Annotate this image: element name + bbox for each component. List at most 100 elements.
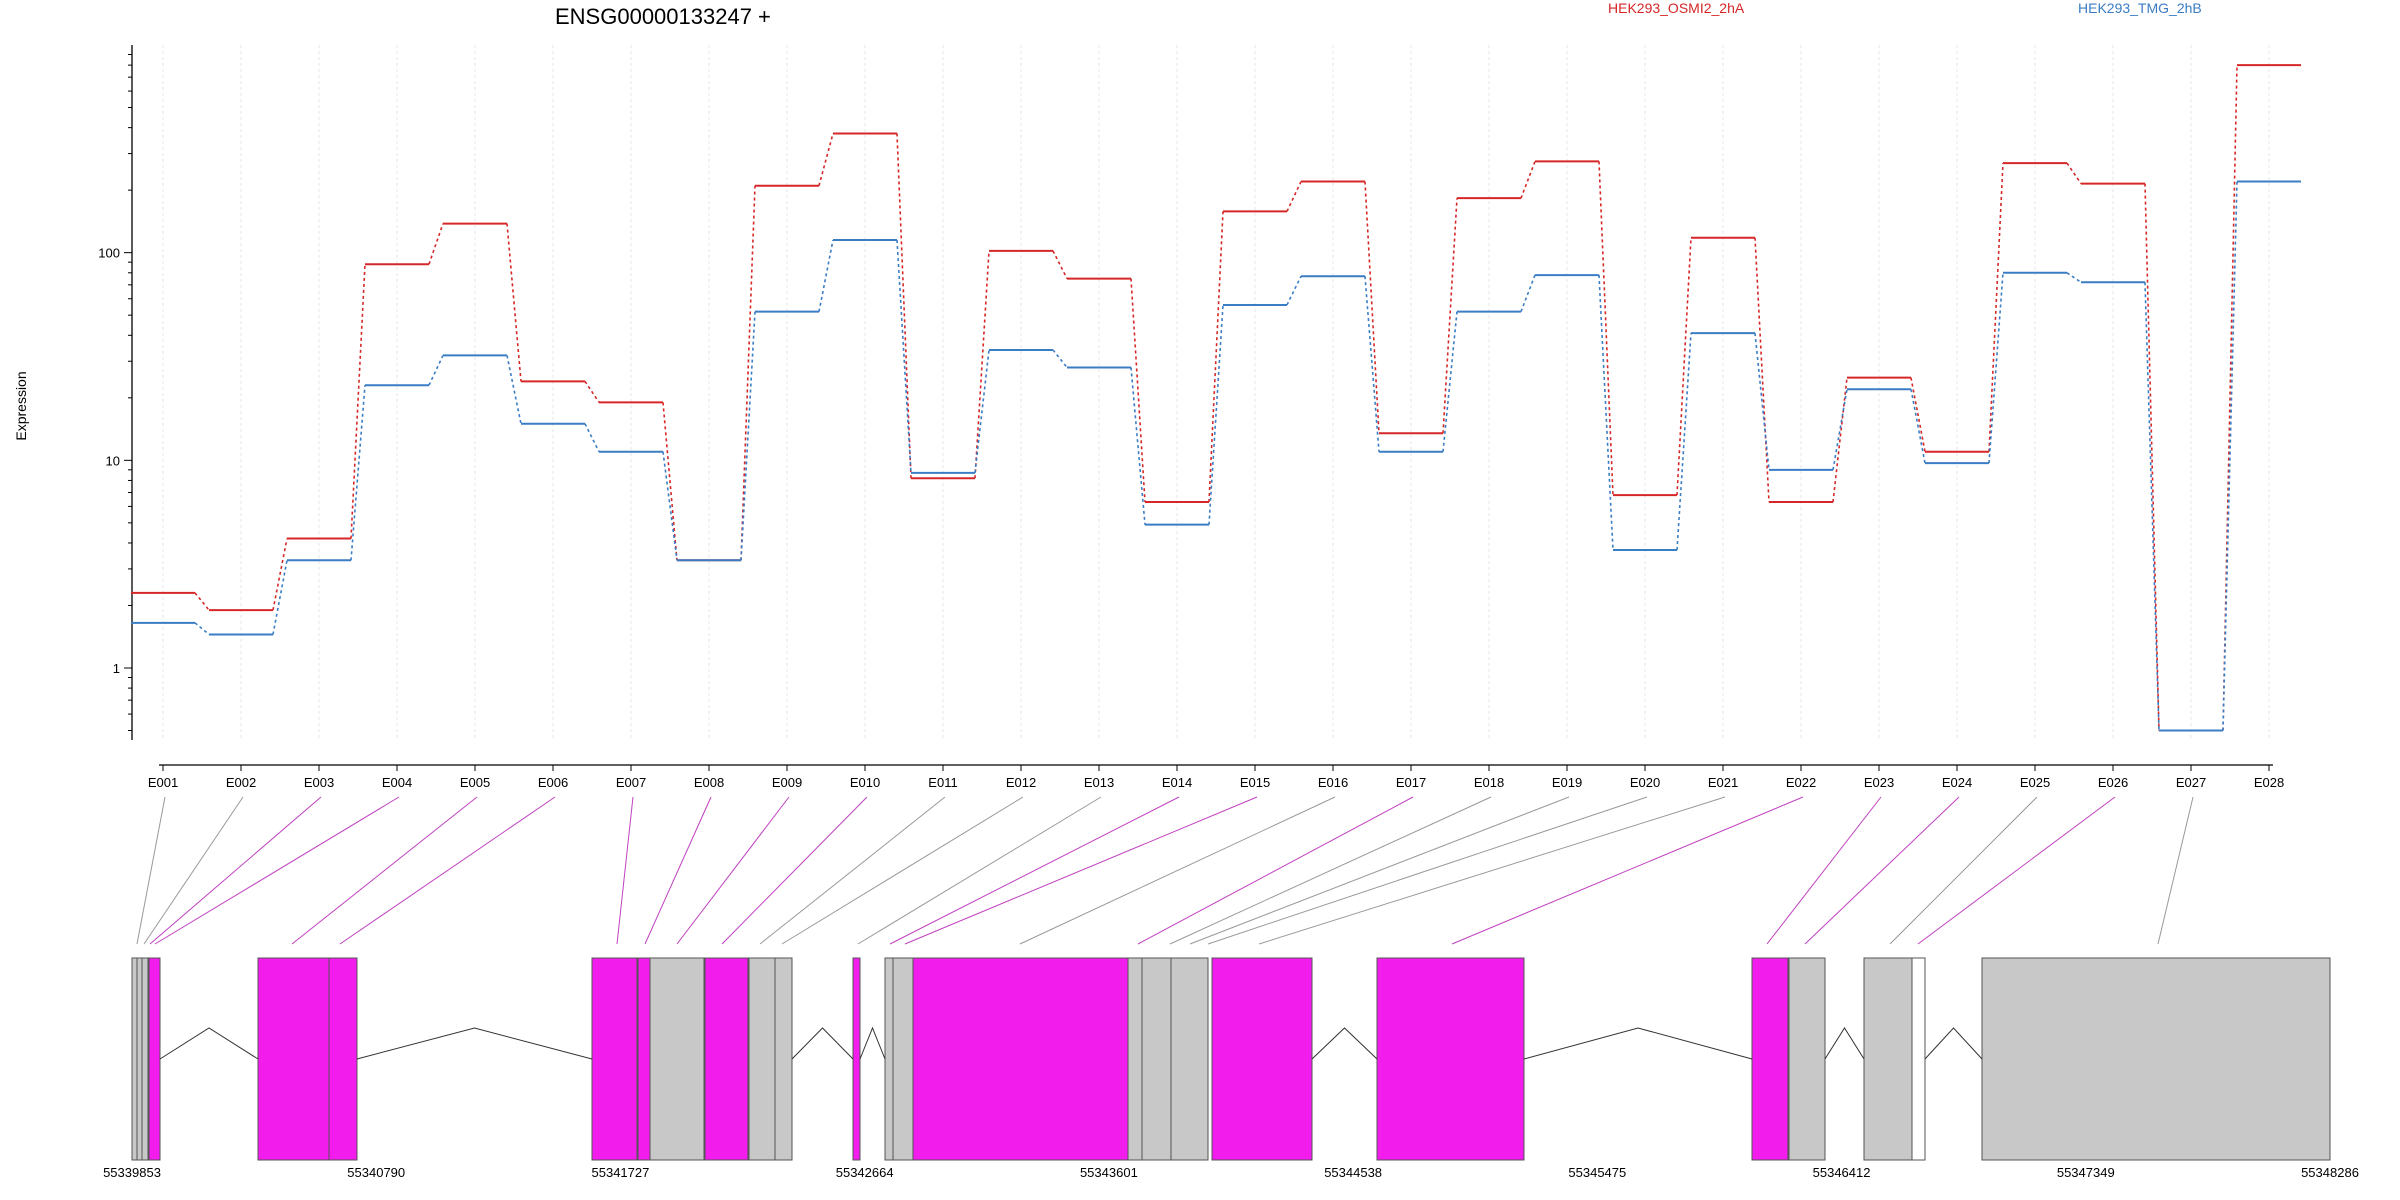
exon-block — [1211, 957, 1313, 1161]
x-tick-label-e017: E017 — [1396, 775, 1426, 790]
series-connector — [818, 239, 834, 312]
exon-connector-line — [1889, 796, 2038, 945]
x-tick-label-e006: E006 — [538, 775, 568, 790]
x-tick-label-e008: E008 — [694, 775, 724, 790]
x-tick-label-e023: E023 — [1864, 775, 1894, 790]
exon-connectors — [136, 796, 2194, 945]
x-tick-label-e001: E001 — [148, 775, 178, 790]
series-connector — [1052, 250, 1068, 279]
x-tick-label-e020: E020 — [1630, 775, 1660, 790]
exon-connector-line — [1766, 796, 1882, 945]
exon-connector-line — [2157, 796, 2194, 945]
coordinate-label: 55343601 — [1080, 1165, 1138, 1180]
exon-connector-line — [1169, 796, 1492, 945]
intron-line — [1523, 1027, 1753, 1060]
x-tick-label-e011: E011 — [928, 775, 957, 790]
series-connector — [2222, 181, 2238, 731]
x-tick-label-e014: E014 — [1162, 775, 1192, 790]
series-connector — [2222, 65, 2238, 731]
y-tick-label: 100 — [98, 246, 120, 261]
exon-connector-line — [291, 796, 478, 945]
exon-block — [892, 957, 914, 1161]
coordinate-label: 55341727 — [592, 1165, 650, 1180]
series-osmi2 — [131, 64, 2301, 732]
series-connector — [1442, 311, 1458, 452]
series-connector — [1988, 272, 2004, 464]
x-tick-label-e013: E013 — [1084, 775, 1114, 790]
exon-connector-line — [644, 796, 712, 945]
exon-block — [328, 957, 358, 1161]
series-connector — [272, 538, 288, 611]
x-tick-label-e012: E012 — [1006, 775, 1036, 790]
x-tick-label-e025: E025 — [2020, 775, 2050, 790]
coordinate-label: 55339853 — [103, 1165, 161, 1180]
chart-title: ENSG00000133247 + — [555, 4, 771, 29]
y-axis: 1 10 100 — [98, 45, 133, 740]
x-tick-label-e021: E021 — [1708, 775, 1738, 790]
exon-block — [1170, 957, 1209, 1161]
series-connector — [2144, 183, 2160, 731]
x-gridlines — [162, 45, 2270, 740]
intron-line — [159, 1027, 259, 1060]
x-tick-label-e005: E005 — [460, 775, 490, 790]
gene-model — [131, 957, 2331, 1161]
x-tick-label-e010: E010 — [850, 775, 880, 790]
exon-connector-line — [1804, 796, 1960, 945]
series-connector — [1520, 274, 1536, 312]
coordinate-label: 55340790 — [347, 1165, 405, 1180]
intron-line — [356, 1027, 593, 1060]
x-tick-label-e015: E015 — [1240, 775, 1270, 790]
series-connector — [1052, 349, 1068, 368]
series-connector — [1598, 161, 1614, 496]
x-tick-label-e024: E024 — [1942, 775, 1972, 790]
series-connector — [1832, 389, 1848, 470]
series-connector — [428, 355, 444, 386]
series-connector — [2066, 162, 2082, 185]
series-connector — [740, 311, 756, 561]
x-tick-label-e027: E027 — [2176, 775, 2206, 790]
y-tick-label: 10 — [106, 453, 120, 468]
exon-block — [1788, 957, 1826, 1161]
series-connector — [194, 622, 210, 636]
series-connector — [974, 349, 990, 473]
exon-connector-line — [1137, 796, 1414, 945]
exon-connector-line — [781, 796, 1024, 945]
exon-connector-line — [136, 796, 166, 945]
series-connector — [1208, 211, 1224, 503]
x-tick-label-e018: E018 — [1474, 775, 1504, 790]
exon-block — [1751, 957, 1789, 1161]
series-connector — [584, 423, 600, 453]
exon-connector-line — [1189, 796, 1570, 945]
exon-block — [1141, 957, 1172, 1161]
exon-connector-line — [1451, 796, 1804, 945]
series-connector — [740, 185, 756, 561]
series-connector — [584, 380, 600, 403]
series-connector — [662, 451, 678, 561]
coordinate-label: 55344538 — [1324, 1165, 1382, 1180]
series-connector — [1910, 389, 1926, 464]
exon-connector-line — [143, 796, 244, 945]
coordinate-label: 55345475 — [1568, 1165, 1626, 1180]
exon-block — [912, 957, 1129, 1161]
series-connector — [428, 223, 444, 265]
x-tick-label-e002: E002 — [226, 775, 256, 790]
exon-connector-line — [616, 796, 634, 945]
series-connector — [1364, 181, 1380, 434]
series-connector — [506, 223, 522, 382]
exon-block — [637, 957, 651, 1161]
exon-block — [884, 957, 894, 1161]
x-tick-label-e007: E007 — [616, 775, 646, 790]
exon-block — [141, 957, 149, 1161]
intron-line — [791, 1027, 854, 1060]
series-connector — [506, 355, 522, 424]
series-connector — [974, 250, 990, 479]
series-tmg — [131, 180, 2301, 732]
series-connector — [1988, 163, 2004, 452]
series-connector — [1442, 198, 1458, 434]
x-tick-label-e016: E016 — [1318, 775, 1348, 790]
series-lines — [131, 64, 2301, 732]
exon-connector-line — [1917, 796, 2116, 945]
series-connector — [1910, 377, 1926, 452]
series-connector — [818, 133, 834, 186]
series-connector — [1130, 278, 1146, 503]
